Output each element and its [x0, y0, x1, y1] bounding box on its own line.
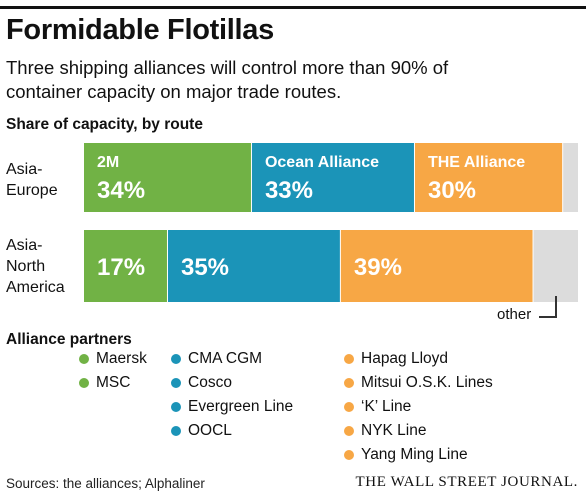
legend-dot-icon — [344, 450, 354, 460]
legend-dot-icon — [79, 354, 89, 364]
bar-segment-the-alliance — [340, 230, 533, 302]
partner-name: CMA CGM — [188, 350, 263, 367]
legend-dot-icon — [79, 378, 89, 388]
legend-dot-icon — [344, 354, 354, 364]
legend-dot-icon — [344, 402, 354, 412]
top-rule — [0, 6, 586, 9]
bar-segment-2m — [84, 143, 251, 212]
bar-segment-2m — [84, 230, 167, 302]
partner-name: MSC — [96, 374, 131, 391]
route-label: Europe — [6, 182, 58, 199]
route-label: North — [6, 258, 46, 275]
partner-name: Maersk — [96, 350, 147, 367]
bar-segment-ocean-alliance — [251, 143, 414, 212]
segment-value-label: 34% — [97, 177, 145, 204]
legend-dot-icon — [344, 426, 354, 436]
bar-segment-other — [563, 143, 578, 212]
stacked-bar-chart: 2M 34% Ocean Alliance 33% THE Alliance 30% 17%… — [84, 143, 578, 302]
chart-subtitle: Three shipping alliances will control mo… — [6, 57, 449, 102]
legend-dot-icon — [344, 378, 354, 388]
publisher-logo: THE WALL STREET JOURNAL. — [355, 474, 578, 490]
legend-dot-icon — [171, 354, 181, 364]
segment-series-name: THE Alliance — [428, 154, 525, 171]
bar-segment-other — [533, 230, 578, 302]
partner-name: NYK Line — [361, 422, 427, 439]
route-label: America — [6, 279, 65, 296]
segment-series-name: Ocean Alliance — [265, 154, 379, 171]
segment-value-label: 30% — [428, 177, 476, 204]
partners-section-heading: Alliance partners — [6, 331, 132, 348]
share-section-heading: Share of capacity, by route — [6, 116, 203, 133]
bar-segment-the-alliance — [414, 143, 563, 212]
legend-dot-icon — [171, 402, 181, 412]
partner-name: Cosco — [188, 374, 232, 391]
other-label: other — [497, 306, 532, 323]
chart-title: Formidable Flotillas — [6, 14, 274, 46]
other-leader-line — [555, 296, 557, 318]
route-label: Asia- — [6, 237, 43, 254]
partner-name: Yang Ming Line — [361, 446, 468, 463]
partner-name: Hapag Lloyd — [361, 350, 449, 367]
bar-segment-ocean-alliance — [167, 230, 340, 302]
partner-name: Evergreen Line — [188, 398, 294, 415]
segment-value-label: 35% — [181, 254, 229, 281]
segment-value-label: 39% — [354, 254, 402, 281]
route-label: Asia- — [6, 161, 43, 178]
partner-name: ‘K’ Line — [361, 398, 412, 415]
source-note: Sources: the alliances; Alphaliner — [6, 476, 205, 491]
other-leader-tick — [539, 316, 556, 318]
segment-value-label: 33% — [265, 177, 313, 204]
legend-dot-icon — [171, 426, 181, 436]
segment-series-name: 2M — [97, 154, 119, 171]
partner-name: Mitsui O.S.K. Lines — [361, 374, 493, 391]
legend-dot-icon — [171, 378, 181, 388]
partner-name: OOCL — [188, 422, 232, 439]
segment-value-label: 17% — [97, 254, 145, 281]
